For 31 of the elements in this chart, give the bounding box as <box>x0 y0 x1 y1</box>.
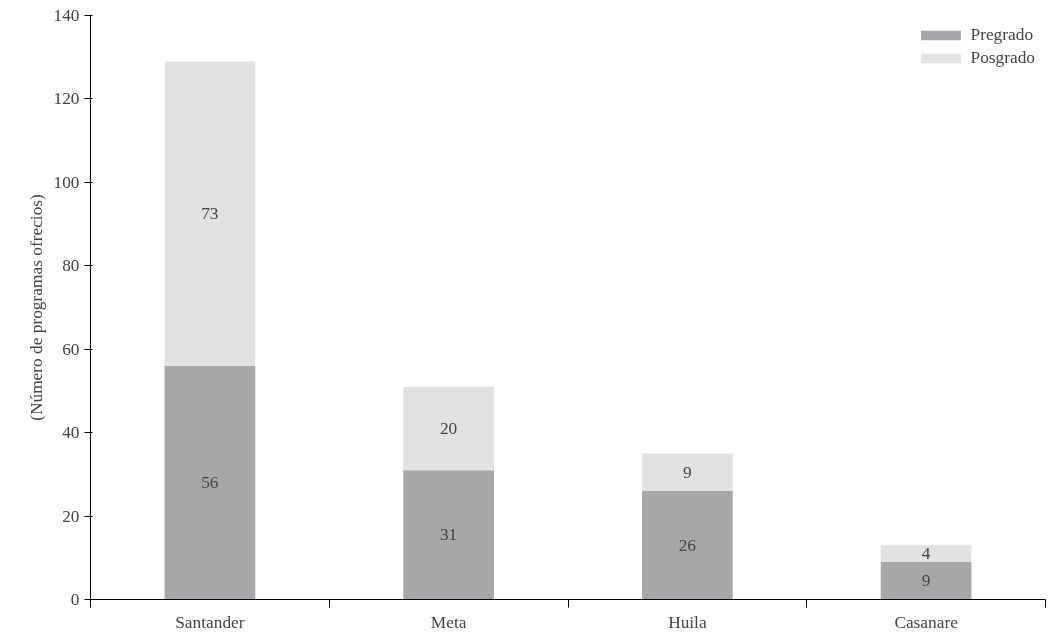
bar <box>642 491 733 600</box>
data-label: 73 <box>201 204 219 224</box>
y-tick-label: 120 <box>53 89 80 109</box>
data-label: 56 <box>201 473 219 493</box>
x-tick-label: Meta <box>430 612 467 632</box>
data-label: 4 <box>921 544 931 564</box>
bar <box>164 365 256 600</box>
bar <box>164 61 256 366</box>
data-label: 26 <box>678 535 697 555</box>
x-tick-label: Huila <box>668 612 707 632</box>
data-label: 9 <box>921 571 931 591</box>
data-label: 20 <box>439 418 458 438</box>
data-label: 9 <box>683 462 692 482</box>
y-axis-title: (Número de programas ofrecios) <box>26 193 46 421</box>
bar <box>642 453 733 492</box>
y-tick-label: 40 <box>62 423 80 443</box>
bar <box>403 470 494 600</box>
legend-label: Posgrado <box>970 48 1035 68</box>
bar <box>880 561 972 600</box>
y-tick-label: 60 <box>62 339 80 359</box>
y-tick-label: 140 <box>53 6 80 25</box>
y-tick-label: 0 <box>70 590 80 609</box>
bar <box>403 386 494 471</box>
y-tick-label: 20 <box>62 506 80 526</box>
y-tick-label: 100 <box>53 172 80 192</box>
bar <box>880 545 972 562</box>
y-tick-label: 80 <box>62 256 80 276</box>
legend-label: Pregrado <box>970 25 1034 45</box>
x-tick-label: Santander <box>175 612 245 632</box>
data-label: 31 <box>439 525 458 545</box>
x-tick-label: Casanare <box>894 612 959 632</box>
